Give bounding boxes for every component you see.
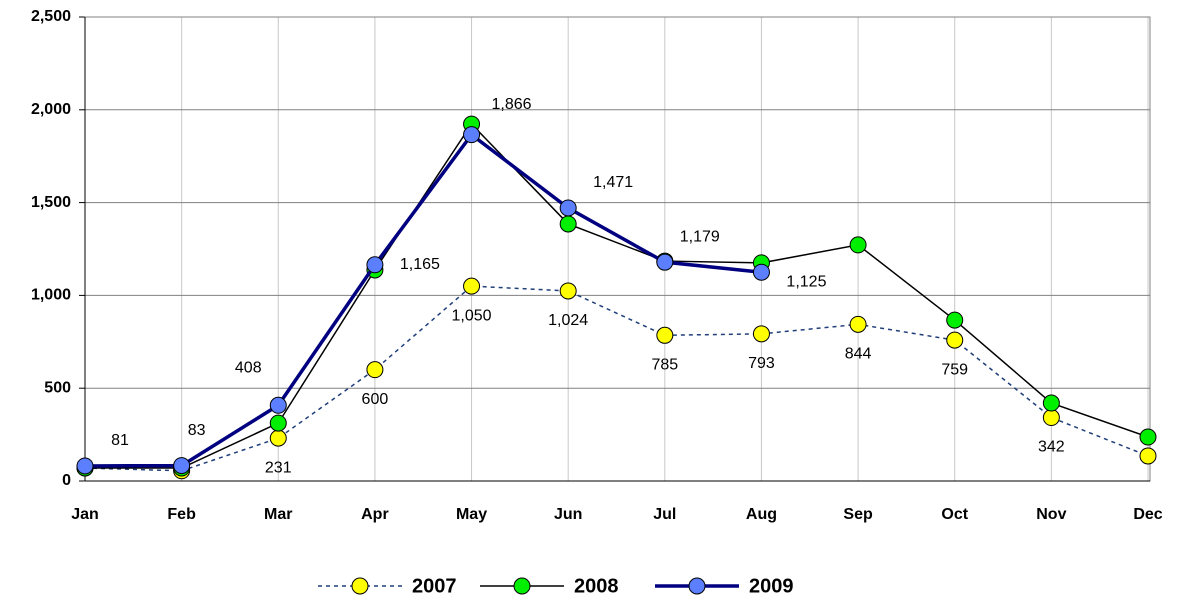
marker bbox=[366, 256, 384, 274]
x-tick-label: Aug bbox=[746, 506, 777, 523]
legend-marker bbox=[351, 577, 369, 595]
data-label: 408 bbox=[235, 359, 262, 376]
data-label: 1,024 bbox=[548, 312, 588, 329]
x-tick-label: Jul bbox=[653, 506, 676, 523]
marker bbox=[559, 199, 577, 217]
marker bbox=[173, 457, 191, 475]
legend-marker bbox=[688, 577, 706, 595]
y-tick-label: 1,000 bbox=[31, 287, 71, 304]
marker bbox=[1139, 447, 1157, 465]
x-tick-label: Jan bbox=[71, 506, 99, 523]
marker bbox=[76, 457, 94, 475]
marker bbox=[463, 126, 481, 144]
marker bbox=[559, 282, 577, 300]
x-tick-label: Sep bbox=[843, 506, 873, 523]
data-label: 844 bbox=[845, 346, 872, 363]
data-label: 793 bbox=[748, 355, 775, 372]
x-tick-label: Dec bbox=[1133, 506, 1162, 523]
marker bbox=[752, 263, 770, 281]
data-label: 1,471 bbox=[593, 174, 633, 191]
marker bbox=[1042, 409, 1060, 427]
data-label: 81 bbox=[111, 432, 129, 449]
x-tick-label: Nov bbox=[1036, 506, 1066, 523]
marker bbox=[463, 277, 481, 295]
plot-border bbox=[84, 16, 1151, 482]
y-tick-label: 500 bbox=[44, 379, 71, 396]
x-tick-label: Jun bbox=[554, 506, 582, 523]
legend-label: 2007 bbox=[412, 575, 457, 597]
marker bbox=[366, 361, 384, 379]
marker bbox=[849, 315, 867, 333]
x-tick-label: Apr bbox=[361, 506, 389, 523]
data-label: 1,125 bbox=[786, 273, 826, 290]
legend-marker bbox=[513, 577, 531, 595]
marker bbox=[656, 326, 674, 344]
x-tick-label: Mar bbox=[264, 506, 292, 523]
marker bbox=[559, 215, 577, 233]
legend-label: 2009 bbox=[749, 575, 794, 597]
marker bbox=[946, 311, 964, 329]
data-label: 342 bbox=[1038, 439, 1065, 456]
marker bbox=[752, 325, 770, 343]
data-label: 1,165 bbox=[400, 256, 440, 273]
data-label: 1,179 bbox=[680, 228, 720, 245]
series-line bbox=[84, 285, 1149, 472]
data-label: 1,866 bbox=[492, 96, 532, 113]
x-tick-label: Feb bbox=[167, 506, 196, 523]
marker bbox=[1042, 394, 1060, 412]
marker bbox=[656, 253, 674, 271]
marker bbox=[946, 331, 964, 349]
y-tick-label: 0 bbox=[62, 472, 71, 489]
data-label: 231 bbox=[265, 459, 292, 476]
legend-label: 2008 bbox=[574, 575, 619, 597]
x-tick-label: May bbox=[456, 506, 487, 523]
y-tick-label: 2,500 bbox=[31, 8, 71, 25]
series-line bbox=[85, 122, 1149, 469]
data-label: 600 bbox=[362, 391, 389, 408]
x-tick-label: Oct bbox=[941, 506, 968, 523]
marker bbox=[269, 429, 287, 447]
marker bbox=[849, 236, 867, 254]
data-label: 83 bbox=[188, 422, 206, 439]
marker bbox=[1139, 428, 1157, 446]
series-line bbox=[84, 132, 762, 468]
y-tick-label: 1,500 bbox=[31, 194, 71, 211]
data-label: 785 bbox=[651, 357, 678, 374]
data-label: 759 bbox=[941, 361, 968, 378]
data-label: 1,050 bbox=[452, 307, 492, 324]
y-tick-label: 2,000 bbox=[31, 101, 71, 118]
marker bbox=[269, 396, 287, 414]
marker bbox=[269, 414, 287, 432]
